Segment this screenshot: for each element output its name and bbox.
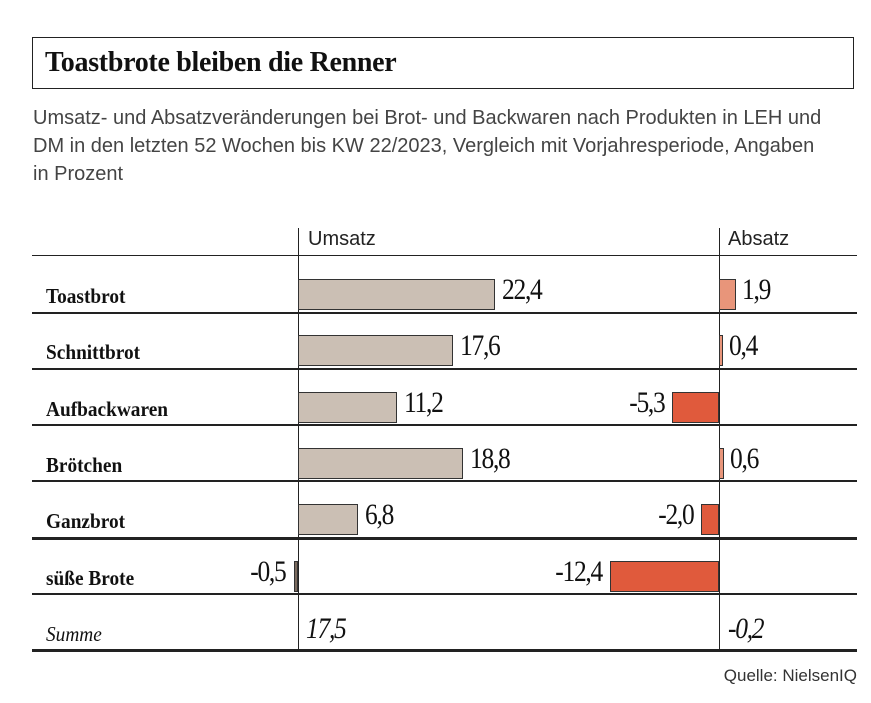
total-label: Summe [46, 622, 102, 646]
absatz-bar [719, 279, 736, 310]
row-divider [32, 480, 857, 482]
category-label: Toastbrot [46, 284, 126, 308]
umsatz-value: 22,4 [502, 273, 543, 306]
absatz-axis [719, 228, 720, 649]
absatz-bar [701, 504, 719, 536]
absatz-bar [719, 447, 725, 479]
umsatz-bar [298, 335, 453, 367]
absatz-value: 0,6 [730, 441, 759, 475]
category-label: süße Brote [46, 565, 135, 590]
absatz-bar [609, 560, 719, 592]
source: Quelle: NielsenIQ [723, 666, 857, 685]
umsatz-value: 6,8 [364, 498, 394, 532]
category-label: Brötchen [46, 452, 123, 477]
umsatz-bar [293, 560, 298, 592]
absatz-value: -5,3 [629, 385, 666, 419]
title-box: Toastbrote bleiben die Renner [32, 37, 854, 89]
total-absatz: -0,2 [728, 612, 765, 645]
total-umsatz: 17,5 [306, 612, 347, 645]
column-header-umsatz: Umsatz [308, 228, 376, 250]
row-divider [32, 255, 857, 256]
row-divider [32, 424, 857, 426]
umsatz-bar [298, 447, 464, 479]
row-divider [32, 368, 857, 370]
absatz-bar [672, 391, 719, 423]
umsatz-axis [298, 228, 299, 649]
column-header-absatz: Absatz [728, 228, 790, 250]
absatz-value: 0,4 [728, 329, 758, 363]
absatz-value: -12,4 [555, 554, 603, 588]
row-divider [32, 312, 857, 314]
row-divider [32, 537, 857, 540]
category-label: Aufbackwaren [46, 396, 169, 421]
umsatz-bar [298, 391, 397, 423]
absatz-bar [719, 335, 723, 367]
umsatz-value: -0,5 [250, 554, 287, 588]
umsatz-bar [298, 504, 358, 536]
row-divider [32, 649, 857, 652]
absatz-value: 1,9 [741, 273, 771, 306]
category-label: Schnittbrot [46, 340, 141, 365]
umsatz-value: 18,8 [470, 441, 511, 475]
category-label: Ganzbrot [46, 509, 126, 534]
umsatz-value: 17,6 [459, 329, 501, 363]
row-divider [32, 593, 857, 595]
absatz-value: -2,0 [658, 498, 695, 532]
umsatz-value: 11,2 [403, 385, 444, 419]
chart-title: Toastbrote bleiben die Renner [45, 47, 397, 78]
chart-subtitle: Umsatz- und Absatzveränderungen bei Brot… [33, 107, 822, 185]
umsatz-bar [298, 279, 496, 310]
